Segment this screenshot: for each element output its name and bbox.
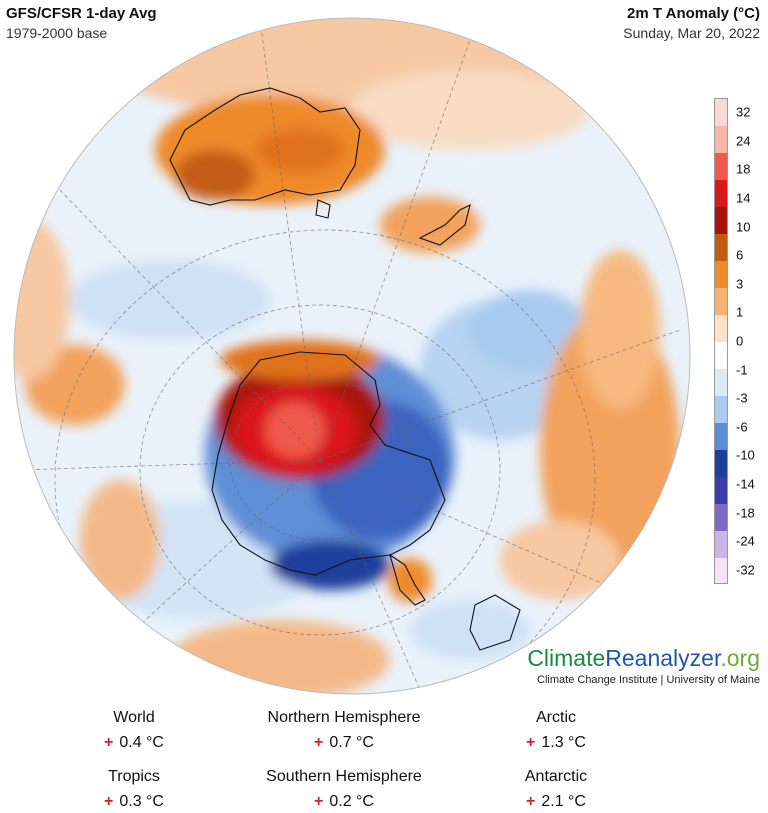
plus-sign: +	[314, 793, 324, 810]
legend-tick-label: 32	[736, 104, 751, 120]
stat-label: Antarctic	[524, 768, 588, 785]
legend-swatch	[715, 288, 727, 316]
stat-number: 0.2 °C	[329, 793, 374, 810]
legend-swatch	[715, 477, 727, 505]
plus-sign: +	[526, 793, 536, 810]
graticule	[19, 19, 681, 694]
legend-tick-label: 0	[736, 333, 744, 349]
legend-tick-label: -32	[736, 562, 755, 578]
plus-sign: +	[104, 734, 114, 751]
stat-label: World	[113, 709, 155, 726]
stat-northern-hemisphere: Northern Hemisphere +0.7 °C	[234, 708, 454, 754]
map-date: Sunday, Mar 20, 2022	[623, 25, 760, 41]
stat-value: +1.3 °C	[446, 732, 666, 754]
stat-number: 1.3 °C	[541, 734, 586, 751]
stat-world: World +0.4 °C	[24, 708, 244, 754]
globe-map	[13, 17, 691, 695]
legend-swatch	[715, 558, 727, 583]
plus-sign: +	[314, 734, 324, 751]
legend-tick-label: 1	[736, 304, 744, 320]
legend-tick-label: 3	[736, 276, 744, 292]
legend-swatch	[715, 207, 727, 235]
legend-swatch	[715, 369, 727, 397]
legend-swatch	[715, 342, 727, 370]
legend-swatch	[715, 504, 727, 532]
brand-subtitle: Climate Change Institute | University of…	[537, 674, 760, 686]
stat-number: 0.4 °C	[119, 734, 164, 751]
brand-part-reanalyzer: Reanalyzer	[605, 645, 721, 671]
stat-southern-hemisphere: Southern Hemisphere +0.2 °C	[234, 767, 454, 813]
stat-value: +0.2 °C	[234, 791, 454, 813]
legend-swatch	[715, 234, 727, 262]
stat-value: +0.4 °C	[24, 732, 244, 754]
legend-swatch	[715, 126, 727, 154]
stat-number: 2.1 °C	[541, 793, 586, 810]
legend-swatch	[715, 99, 727, 127]
legend-tick-label: 24	[736, 133, 751, 149]
plus-sign: +	[526, 734, 536, 751]
stat-value: +0.3 °C	[24, 791, 244, 813]
brand-logo[interactable]: ClimateReanalyzer.org	[527, 644, 760, 672]
legend-tick-label: -10	[736, 447, 755, 463]
globe-svg	[13, 17, 691, 695]
stat-value: +2.1 °C	[446, 791, 666, 813]
legend-tick-label: -14	[736, 476, 755, 492]
legend-swatch	[715, 531, 727, 559]
legend-swatch	[715, 450, 727, 478]
legend-swatch	[715, 423, 727, 451]
stat-value: +0.7 °C	[234, 732, 454, 754]
stat-label: Arctic	[536, 709, 576, 726]
stat-label: Northern Hemisphere	[267, 709, 421, 726]
variable-block: 2m T Anomaly (°C) Sunday, Mar 20, 2022	[623, 4, 760, 42]
brand-block: ClimateReanalyzer.org Climate Change Ins…	[527, 644, 760, 686]
legend-tick-label: 10	[736, 219, 751, 235]
legend-tick-label: -18	[736, 505, 755, 521]
legend-tick-label: 6	[736, 247, 744, 263]
plus-sign: +	[104, 793, 114, 810]
legend-swatch	[715, 396, 727, 424]
legend-tick-label: -3	[736, 390, 748, 406]
legend-swatch	[715, 153, 727, 181]
legend-tick-label: -24	[736, 533, 755, 549]
stat-arctic: Arctic +1.3 °C	[446, 708, 666, 754]
globe-outline	[13, 17, 691, 695]
variable-title: 2m T Anomaly (°C)	[627, 5, 760, 22]
color-legend: 32 24 18 14 10 6 3 1 0 -1 -3 -6 -10 -14 -18 -24 -32	[714, 98, 762, 584]
legend-tick-label: 14	[736, 190, 751, 206]
brand-part-org: .org	[720, 645, 760, 671]
base-period: 1979-2000 base	[6, 25, 108, 41]
stat-antarctic: Antarctic +2.1 °C	[446, 767, 666, 813]
stat-tropics: Tropics +0.3 °C	[24, 767, 244, 813]
stat-number: 0.3 °C	[119, 793, 164, 810]
legend-swatch	[715, 315, 727, 343]
stat-label: Tropics	[108, 768, 160, 785]
map-title: GFS/CFSR 1-day Avg	[6, 5, 157, 22]
legend-tick-label: 18	[736, 161, 751, 177]
brand-part-climate: Climate	[527, 645, 606, 671]
title-block: GFS/CFSR 1-day Avg 1979-2000 base	[6, 4, 157, 42]
legend-colorbar	[714, 98, 728, 584]
legend-swatch	[715, 261, 727, 289]
legend-tick-label: -1	[736, 362, 748, 378]
legend-tick-label: -6	[736, 419, 748, 435]
stat-label: Southern Hemisphere	[266, 768, 422, 785]
coastlines	[169, 87, 521, 651]
legend-swatch	[715, 180, 727, 208]
stat-number: 0.7 °C	[329, 734, 374, 751]
